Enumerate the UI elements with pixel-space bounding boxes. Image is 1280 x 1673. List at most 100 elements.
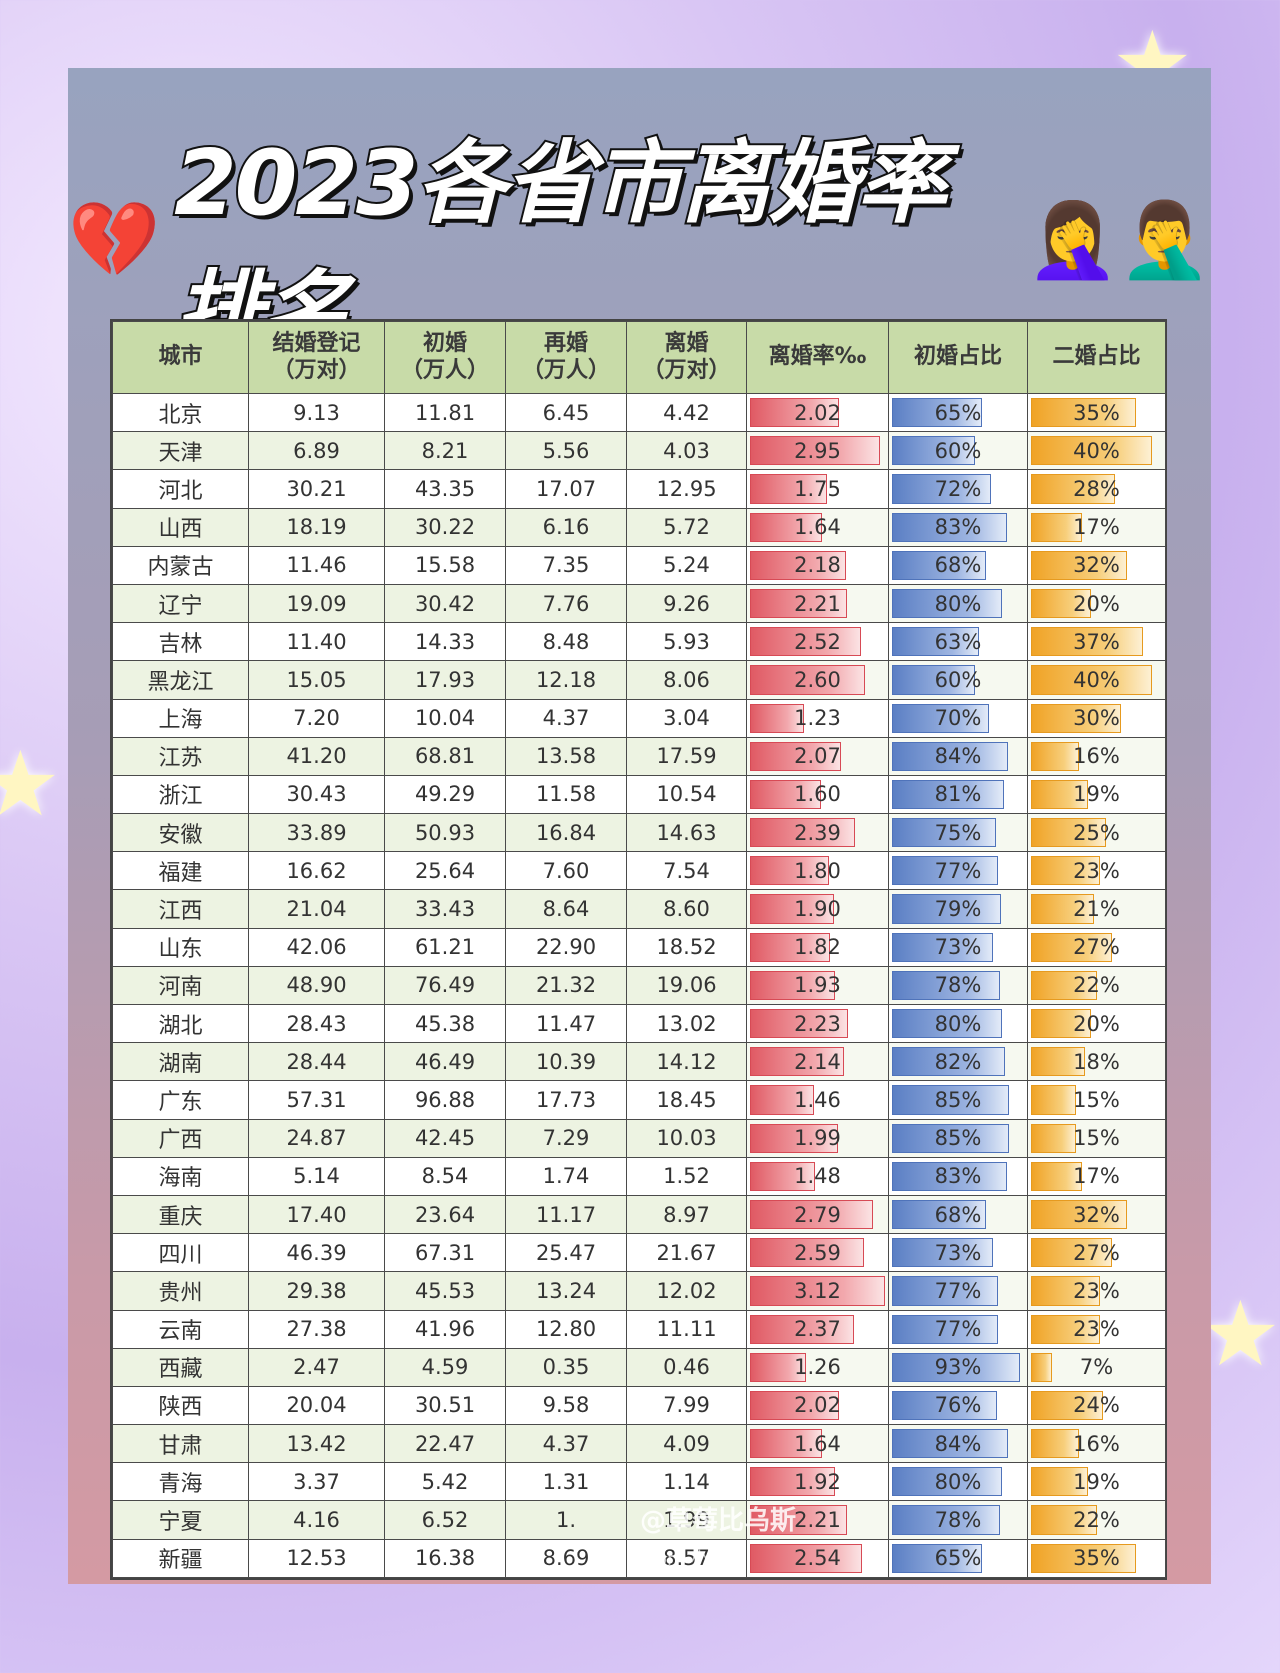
column-header: 城市 xyxy=(112,321,249,394)
first-pct-bar xyxy=(892,627,979,657)
second-pct-bar xyxy=(1031,1123,1077,1153)
bar-value-label: 28% xyxy=(1073,476,1120,501)
second-pct-bar xyxy=(1031,474,1116,504)
first-pct-bar xyxy=(892,1276,999,1306)
marriage-cell: 15.05 xyxy=(248,660,385,700)
city-cell: 四川 xyxy=(112,1233,249,1273)
marriage-cell: 48.90 xyxy=(248,965,385,1006)
divorce-cell: 4.03 xyxy=(626,431,747,471)
bar-value-label: 40% xyxy=(1073,667,1120,692)
marriage-cell: 5.14 xyxy=(248,1156,385,1196)
divorce-cell: 7.99 xyxy=(626,1385,747,1426)
rate-bar xyxy=(750,1085,815,1115)
first-pct-bar xyxy=(892,703,989,733)
marriage-cell: 28.44 xyxy=(248,1042,385,1082)
table-row: 上海 7.20 10.04 4.37 3.04 1.23 70% 30% xyxy=(112,698,1166,738)
rate-bar xyxy=(750,1390,839,1421)
first-marriage-pct-cell: 93% xyxy=(888,1347,1028,1387)
page-title: 2023各省市离婚率排名 xyxy=(172,129,948,368)
table-row: 新疆 12.53 16.38 8.69 8.57 2.54 65% 35% xyxy=(112,1538,1166,1578)
first-marriage-pct-cell: 60% xyxy=(888,431,1028,471)
rate-bar xyxy=(750,550,847,580)
first-marriage-cell: 8.21 xyxy=(384,431,506,471)
remarriage-cell: 8.64 xyxy=(505,889,627,929)
table-row: 湖北 28.43 45.38 11.47 13.02 2.23 80% 20% xyxy=(112,1003,1166,1044)
first-marriage-cell: 23.64 xyxy=(384,1194,506,1235)
marriage-cell: 11.46 xyxy=(248,545,385,585)
marriage-cell: 4.16 xyxy=(248,1500,385,1540)
remarriage-cell: 9.58 xyxy=(505,1385,627,1426)
remarriage-cell: 5.56 xyxy=(505,431,627,471)
first-marriage-pct-cell: 73% xyxy=(888,927,1028,967)
second-pct-bar xyxy=(1031,665,1152,695)
bar-value-label: 68% xyxy=(934,1202,982,1227)
first-marriage-pct-cell: 68% xyxy=(888,1194,1028,1235)
bar-value-label: 68% xyxy=(934,553,982,578)
first-pct-bar xyxy=(892,550,986,580)
bar-value-label: 18% xyxy=(1073,1049,1120,1074)
second-pct-bar xyxy=(1031,1429,1080,1459)
bar-value-label: 32% xyxy=(1073,553,1120,578)
marriage-cell: 16.62 xyxy=(248,851,385,891)
bar-value-label: 77% xyxy=(934,1317,982,1342)
second-pct-bar xyxy=(1031,932,1113,962)
bar-value-label: 27% xyxy=(1073,935,1120,960)
divorce-rate-cell: 1.64 xyxy=(746,507,889,547)
bar-value-label: 83% xyxy=(934,515,982,540)
city-cell: 湖南 xyxy=(112,1042,249,1082)
bar-value-label: 70% xyxy=(934,706,982,731)
divorce-cell: 8.60 xyxy=(626,889,747,929)
bar-value-label: 19% xyxy=(1073,1469,1120,1494)
second-marriage-pct-cell: 15% xyxy=(1027,1118,1166,1158)
first-marriage-cell: 4.59 xyxy=(384,1347,506,1387)
bar-value-label: 15% xyxy=(1073,1087,1120,1112)
bar-value-label: 83% xyxy=(934,1164,982,1189)
rate-bar xyxy=(750,398,839,428)
table-row: 青海 3.37 5.42 1.31 1.14 1.92 80% 19% xyxy=(112,1462,1166,1502)
first-marriage-pct-cell: 70% xyxy=(888,698,1028,738)
bar-value-label: 60% xyxy=(934,667,982,692)
first-marriage-cell: 76.49 xyxy=(384,965,506,1006)
bar-value-label: 77% xyxy=(934,858,982,883)
first-marriage-cell: 67.31 xyxy=(384,1233,506,1273)
city-cell: 云南 xyxy=(112,1309,249,1349)
remarriage-cell: 17.73 xyxy=(505,1080,627,1120)
rate-bar xyxy=(750,741,842,771)
second-marriage-pct-cell: 37% xyxy=(1027,622,1166,662)
bar-value-label: 37% xyxy=(1073,629,1120,654)
divorce-rate-cell: 1.60 xyxy=(746,774,889,815)
rate-bar xyxy=(750,1047,845,1077)
bar-value-label: 32% xyxy=(1073,1202,1120,1227)
marriage-cell: 3.37 xyxy=(248,1462,385,1502)
rate-bar xyxy=(750,856,830,886)
divorce-rate-cell: 2.79 xyxy=(746,1194,889,1235)
second-pct-bar xyxy=(1031,818,1107,848)
second-pct-bar xyxy=(1031,627,1143,657)
first-marriage-pct-cell: 60% xyxy=(888,660,1028,700)
marriage-cell: 11.40 xyxy=(248,622,385,662)
bar-value-label: 76% xyxy=(934,1393,982,1418)
broken-heart-icon: 💔 xyxy=(68,197,161,283)
second-marriage-pct-cell: 35% xyxy=(1027,1538,1166,1578)
rate-bar xyxy=(750,703,805,733)
second-pct-bar xyxy=(1031,703,1122,733)
bar-value-label: 16% xyxy=(1073,744,1120,769)
star-icon: ★ xyxy=(1200,1282,1280,1387)
first-marriage-cell: 6.52 xyxy=(384,1500,506,1540)
first-marriage-cell: 25.64 xyxy=(384,851,506,891)
rate-bar xyxy=(750,1276,886,1306)
table-row: 吉林 11.40 14.33 8.48 5.93 2.52 63% 37% xyxy=(112,622,1166,662)
second-pct-bar xyxy=(1031,1467,1089,1497)
second-marriage-pct-cell: 35% xyxy=(1027,392,1166,433)
remarriage-cell: 25.47 xyxy=(505,1233,627,1273)
bar-value-label: 65% xyxy=(934,1546,982,1571)
bar-value-label: 1.64 xyxy=(794,1431,841,1456)
remarriage-cell: 17.07 xyxy=(505,469,627,509)
bar-value-label: 75% xyxy=(934,820,982,845)
bar-value-label: 23% xyxy=(1073,858,1120,883)
first-marriage-cell: 96.88 xyxy=(384,1080,506,1120)
divorce-cell: 12.02 xyxy=(626,1271,747,1311)
first-marriage-pct-cell: 63% xyxy=(888,622,1028,662)
first-marriage-pct-cell: 68% xyxy=(888,545,1028,585)
divorce-rate-cell: 2.18 xyxy=(746,545,889,585)
